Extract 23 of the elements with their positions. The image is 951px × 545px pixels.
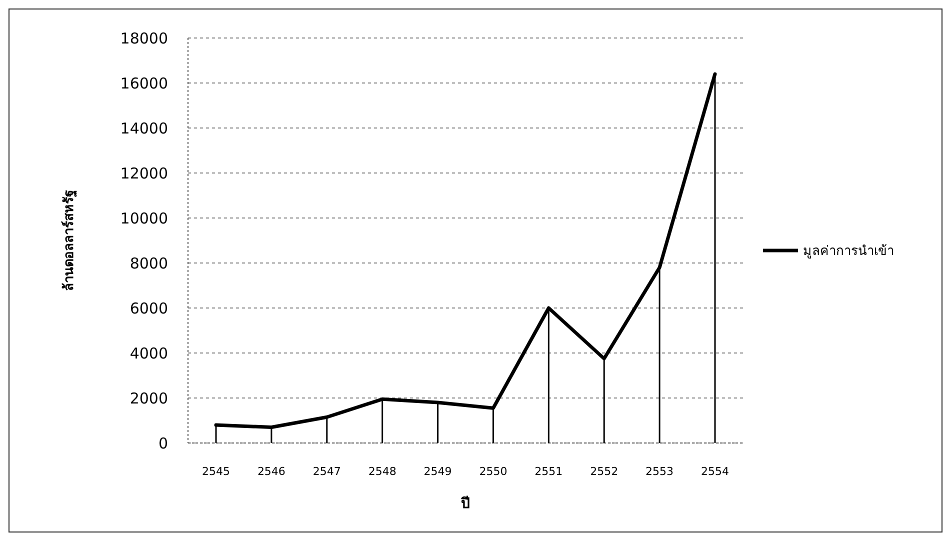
y-tick-label: 2000 xyxy=(130,389,168,408)
y-tick-label: 0 xyxy=(158,434,168,452)
x-tick-label: 2551 xyxy=(534,465,563,478)
y-tick-label: 10000 xyxy=(120,209,168,228)
x-axis-title: ปี xyxy=(460,496,470,512)
x-tick-label: 2553 xyxy=(646,465,674,478)
x-tick-label: 2550 xyxy=(479,465,508,478)
y-tick-label: 18000 xyxy=(120,29,168,48)
y-tick-label: 8000 xyxy=(130,254,168,272)
legend-label: มูลค่าการนำเข้า xyxy=(803,244,894,260)
x-tick-label: 2549 xyxy=(424,465,452,478)
y-tick-label: 12000 xyxy=(120,164,168,182)
y-tick-label: 6000 xyxy=(130,299,168,318)
x-tick-label: 2546 xyxy=(257,465,286,478)
x-tick-label: 2554 xyxy=(701,465,729,478)
y-axis-title: ล้านดอลลาร์สหรัฐ xyxy=(61,190,78,291)
x-tick-label: 2545 xyxy=(202,465,230,478)
x-tick-label: 2548 xyxy=(368,465,396,478)
y-tick-label: 4000 xyxy=(130,344,168,362)
y-tick-label: 14000 xyxy=(120,119,168,138)
x-tick-label: 2552 xyxy=(590,465,618,478)
y-tick-label: 16000 xyxy=(120,74,168,92)
x-tick-label: 2547 xyxy=(312,465,341,478)
